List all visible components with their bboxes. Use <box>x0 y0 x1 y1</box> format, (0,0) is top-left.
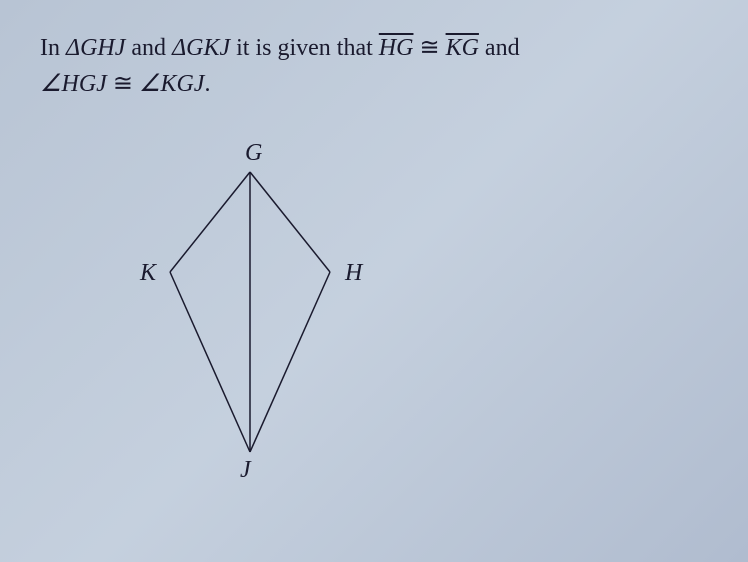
triangle-1: ΔGHJ <box>66 35 125 61</box>
triangle-2: ΔGKJ <box>172 35 230 61</box>
text-period: . <box>204 71 210 97</box>
diagram-svg <box>100 142 400 482</box>
angle-kgj: ∠KGJ <box>139 71 205 97</box>
text-given: it is given that <box>230 35 379 61</box>
angle-hgj: ∠HGJ <box>40 71 107 97</box>
vertex-k-label: K <box>140 260 156 287</box>
text-prefix: In <box>40 35 66 61</box>
text-and2: and <box>479 35 520 61</box>
congruent-1: ≅ <box>413 35 445 61</box>
congruent-2: ≅ <box>107 71 139 97</box>
vertex-j-label: J <box>240 457 251 484</box>
text-and1: and <box>125 35 172 61</box>
problem-statement: In ΔGHJ and ΔGKJ it is given that HG ≅ K… <box>40 30 708 102</box>
vertex-g-label: G <box>245 140 262 167</box>
kite-diagram: G K H J <box>100 142 400 482</box>
segment-hg: HG <box>379 35 414 61</box>
segment-kg: KG <box>446 35 479 61</box>
vertex-h-label: H <box>345 260 362 287</box>
